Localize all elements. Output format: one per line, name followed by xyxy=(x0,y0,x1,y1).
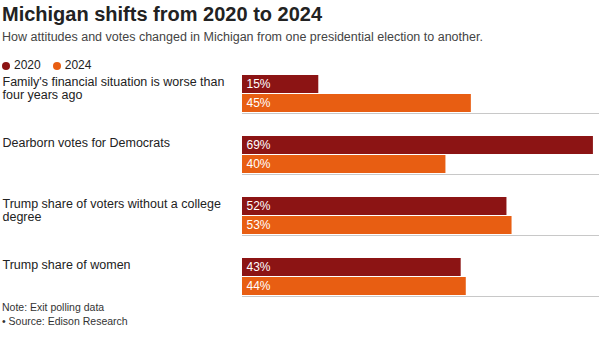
svg-text:45%: 45% xyxy=(247,96,271,110)
html-text:• Source: Edison Research: • Source: Edison Research xyxy=(2,315,128,327)
svg-text:Family's financial situation i: Family's financial situation is worse th… xyxy=(3,75,225,102)
svg-text:40%: 40% xyxy=(247,157,271,171)
svg-text:53%: 53% xyxy=(247,218,271,232)
svg-text:44%: 44% xyxy=(247,279,271,293)
svg-text:69%: 69% xyxy=(247,138,271,152)
html-text:2024: 2024 xyxy=(64,58,92,72)
svg-text:52%: 52% xyxy=(247,199,271,213)
html-text:How attitudes and votes change: How attitudes and votes changed in Michi… xyxy=(2,30,483,44)
svg-text:Dearborn votes for Democrats: Dearborn votes for Democrats xyxy=(3,136,170,150)
svg-text:15%: 15% xyxy=(247,77,271,91)
svg-text:Trump share of voters without: Trump share of voters without a colleged… xyxy=(3,197,221,224)
html-text:Michigan shifts from 2020 to 2: Michigan shifts from 2020 to 2024 xyxy=(2,3,323,25)
svg-text:43%: 43% xyxy=(247,260,271,274)
svg-text:Trump share of women: Trump share of women xyxy=(3,258,131,272)
html-text:2020: 2020 xyxy=(14,58,41,72)
html-text:Note: Exit polling data: Note: Exit polling data xyxy=(2,301,105,313)
